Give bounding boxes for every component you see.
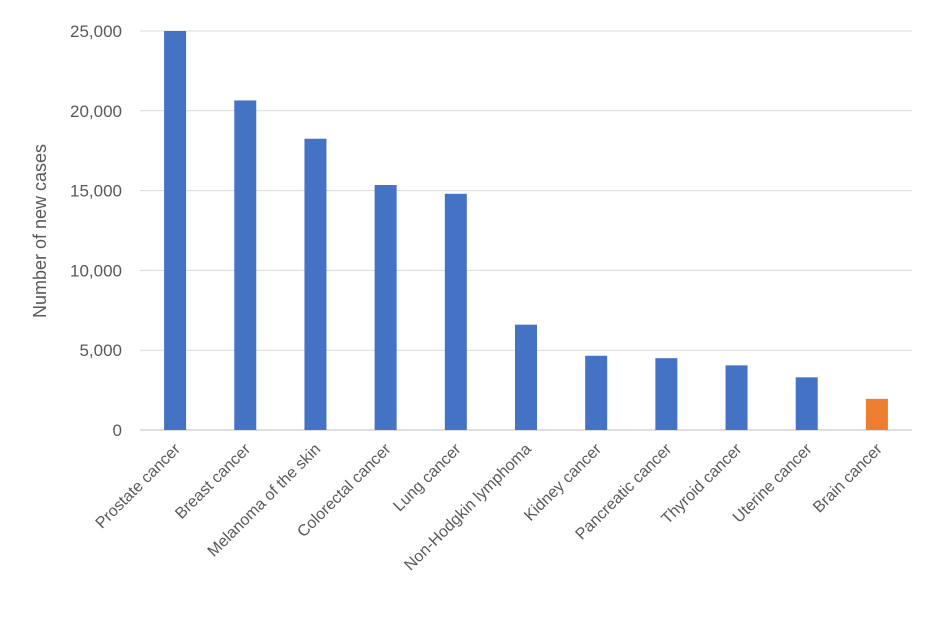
- bar: [585, 355, 608, 430]
- x-category-label: Prostate cancer: [93, 440, 185, 532]
- y-axis-title: Number of new cases: [30, 144, 50, 318]
- y-tick-label: 0: [113, 421, 122, 440]
- y-tick-label: 25,000: [70, 22, 122, 41]
- x-category-label: Non-Hodgkin lymphoma: [401, 441, 534, 574]
- bar: [795, 377, 818, 430]
- x-category-label: Melanoma of the skin: [205, 441, 325, 561]
- y-tick-label: 10,000: [70, 261, 122, 280]
- x-category-label: Lung cancer: [390, 440, 465, 515]
- y-axis-ticks: 0 5,000 10,000 15,000 20,000 25,000: [70, 22, 122, 440]
- bar: [515, 324, 537, 430]
- bar: [444, 193, 467, 430]
- y-tick-label: 15,000: [70, 182, 122, 201]
- bar: [655, 358, 678, 430]
- bar: [865, 398, 888, 430]
- bars: [164, 31, 888, 431]
- y-tick-label: 5,000: [79, 341, 122, 360]
- bar: [374, 185, 397, 430]
- x-category-label: Brain cancer: [810, 440, 886, 516]
- bar: [234, 100, 257, 431]
- gridlines: [140, 30, 912, 431]
- bar: [725, 365, 748, 430]
- bar: [164, 31, 187, 430]
- y-tick-label: 20,000: [70, 102, 122, 121]
- bar: [304, 138, 327, 431]
